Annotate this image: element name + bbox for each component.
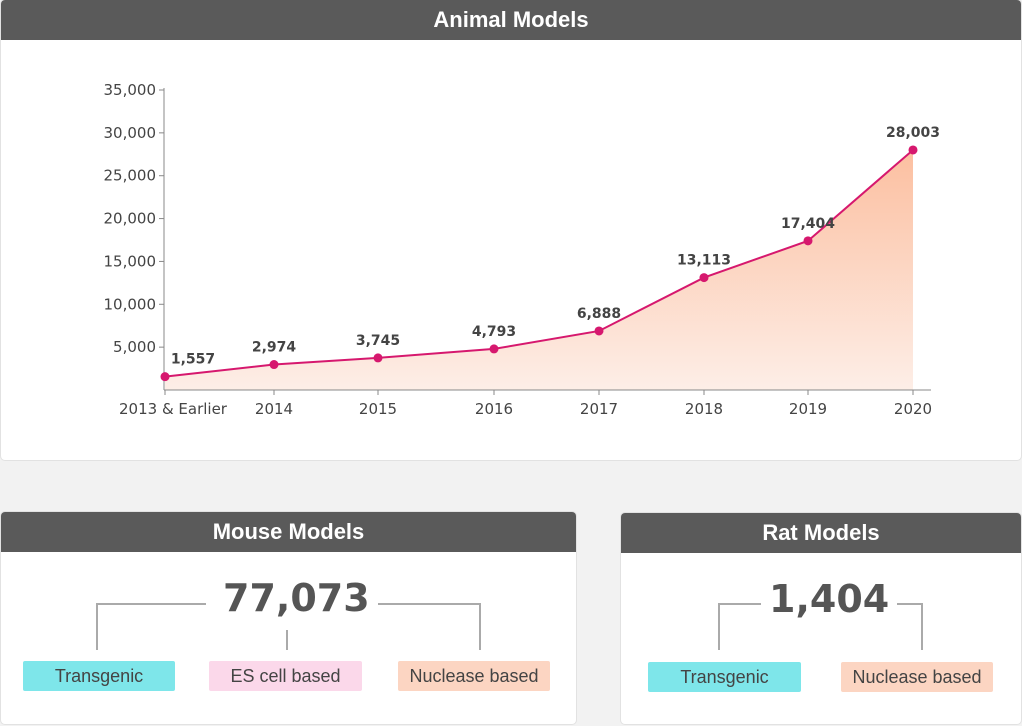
tag-transgenic: Transgenic — [648, 662, 801, 692]
animal-models-panel: Animal Models 5,000 10,000 15,000 20,000 25,… — [1, 0, 1021, 460]
connector-line — [718, 603, 720, 650]
tag-es-cell-based: ES cell based — [209, 661, 362, 691]
x-tick-label: 2014 — [255, 400, 293, 418]
tag-transgenic: Transgenic — [23, 661, 175, 691]
data-label: 1,557 — [171, 352, 215, 368]
y-tick-label: 25,000 — [104, 167, 157, 185]
animal-models-header: Animal Models — [1, 0, 1021, 40]
rat-models-header: Rat Models — [621, 513, 1021, 553]
x-tick-label: 2017 — [580, 400, 618, 418]
y-tick-label: 10,000 — [104, 295, 157, 313]
mouse-models-panel: Mouse Models 77,073 Transgenic ES cell b… — [1, 512, 576, 724]
rat-models-panel: Rat Models 1,404 Transgenic Nuclease bas… — [621, 513, 1021, 724]
data-point — [699, 273, 709, 283]
connector-line — [367, 603, 481, 605]
connector-line — [286, 630, 288, 650]
x-tick-label: 2016 — [475, 400, 513, 418]
data-point — [489, 344, 499, 354]
data-point — [908, 145, 918, 155]
y-tick-label: 20,000 — [104, 210, 157, 228]
connector-line — [718, 603, 768, 605]
x-tick-label: 2020 — [894, 400, 932, 418]
mouse-models-header: Mouse Models — [1, 512, 576, 552]
tag-nuclease-based: Nuclease based — [841, 662, 993, 692]
y-tick-label: 5,000 — [113, 338, 156, 356]
data-point — [803, 236, 813, 246]
x-tick-label: 2019 — [789, 400, 827, 418]
connector-line — [96, 603, 98, 650]
y-tick-label: 35,000 — [104, 81, 157, 99]
series-area — [165, 149, 913, 390]
x-tick-label: 2015 — [359, 400, 397, 418]
data-label: 3,745 — [356, 333, 400, 349]
y-tick-label: 30,000 — [104, 124, 157, 142]
connector-line — [875, 603, 923, 605]
data-label: 4,793 — [472, 324, 516, 340]
tag-nuclease-based: Nuclease based — [398, 661, 550, 691]
data-label: 28,003 — [886, 125, 940, 141]
animal-models-chart: 5,000 10,000 15,000 20,000 25,000 30,000 35,00… — [104, 81, 941, 418]
data-point — [594, 326, 604, 336]
data-point — [269, 360, 279, 370]
connector-line — [96, 603, 206, 605]
data-label: 2,974 — [252, 340, 297, 356]
data-label: 13,113 — [677, 253, 731, 269]
connector-line — [479, 603, 481, 650]
data-point — [160, 372, 170, 382]
x-tick-label: 2013 & Earlier — [119, 400, 228, 418]
x-tick-label: 2018 — [685, 400, 723, 418]
data-point — [373, 353, 383, 363]
mouse-total-count: 77,073 — [215, 576, 378, 620]
rat-total-count: 1,404 — [761, 577, 898, 621]
data-label: 6,888 — [577, 306, 621, 322]
y-tick-label: 15,000 — [104, 252, 157, 270]
series-line — [164, 149, 914, 378]
connector-line — [921, 603, 923, 650]
data-label: 17,404 — [781, 216, 835, 232]
